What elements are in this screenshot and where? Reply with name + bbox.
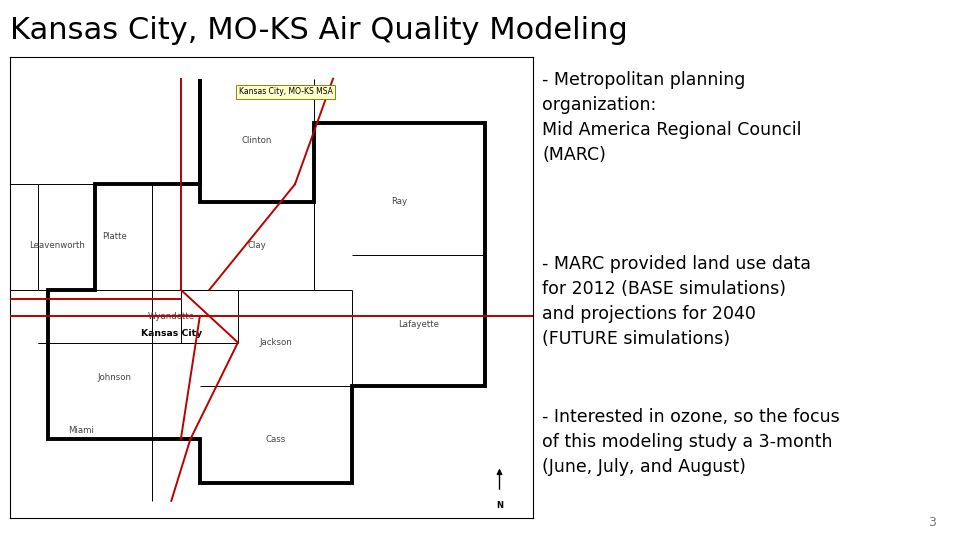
Text: Kansas City, MO-KS Air Quality Modeling: Kansas City, MO-KS Air Quality Modeling	[10, 16, 627, 45]
Text: Kansas City: Kansas City	[141, 329, 202, 338]
Text: Miami: Miami	[68, 426, 94, 435]
Text: Clinton: Clinton	[242, 136, 272, 145]
Text: Jackson: Jackson	[259, 338, 293, 347]
Text: Cass: Cass	[266, 435, 286, 444]
Text: Johnson: Johnson	[97, 373, 132, 382]
Text: Leavenworth: Leavenworth	[29, 241, 85, 250]
Text: 3: 3	[928, 516, 936, 529]
Text: Wyandotte: Wyandotte	[148, 312, 195, 321]
Text: Kansas City, MO-KS MSA: Kansas City, MO-KS MSA	[238, 87, 332, 96]
Text: - Metropolitan planning
organization:
Mid America Regional Council
(MARC): - Metropolitan planning organization: Mi…	[542, 71, 802, 164]
Text: Platte: Platte	[102, 233, 127, 241]
Text: N: N	[496, 501, 503, 510]
Text: Lafayette: Lafayette	[398, 320, 439, 329]
Text: - MARC provided land use data
for 2012 (BASE simulations)
and projections for 20: - MARC provided land use data for 2012 (…	[542, 255, 811, 348]
Text: - Interested in ozone, so the focus
of this modeling study a 3-month
(June, July: - Interested in ozone, so the focus of t…	[542, 408, 840, 476]
Text: Clay: Clay	[248, 241, 266, 250]
Text: Ray: Ray	[392, 197, 408, 206]
